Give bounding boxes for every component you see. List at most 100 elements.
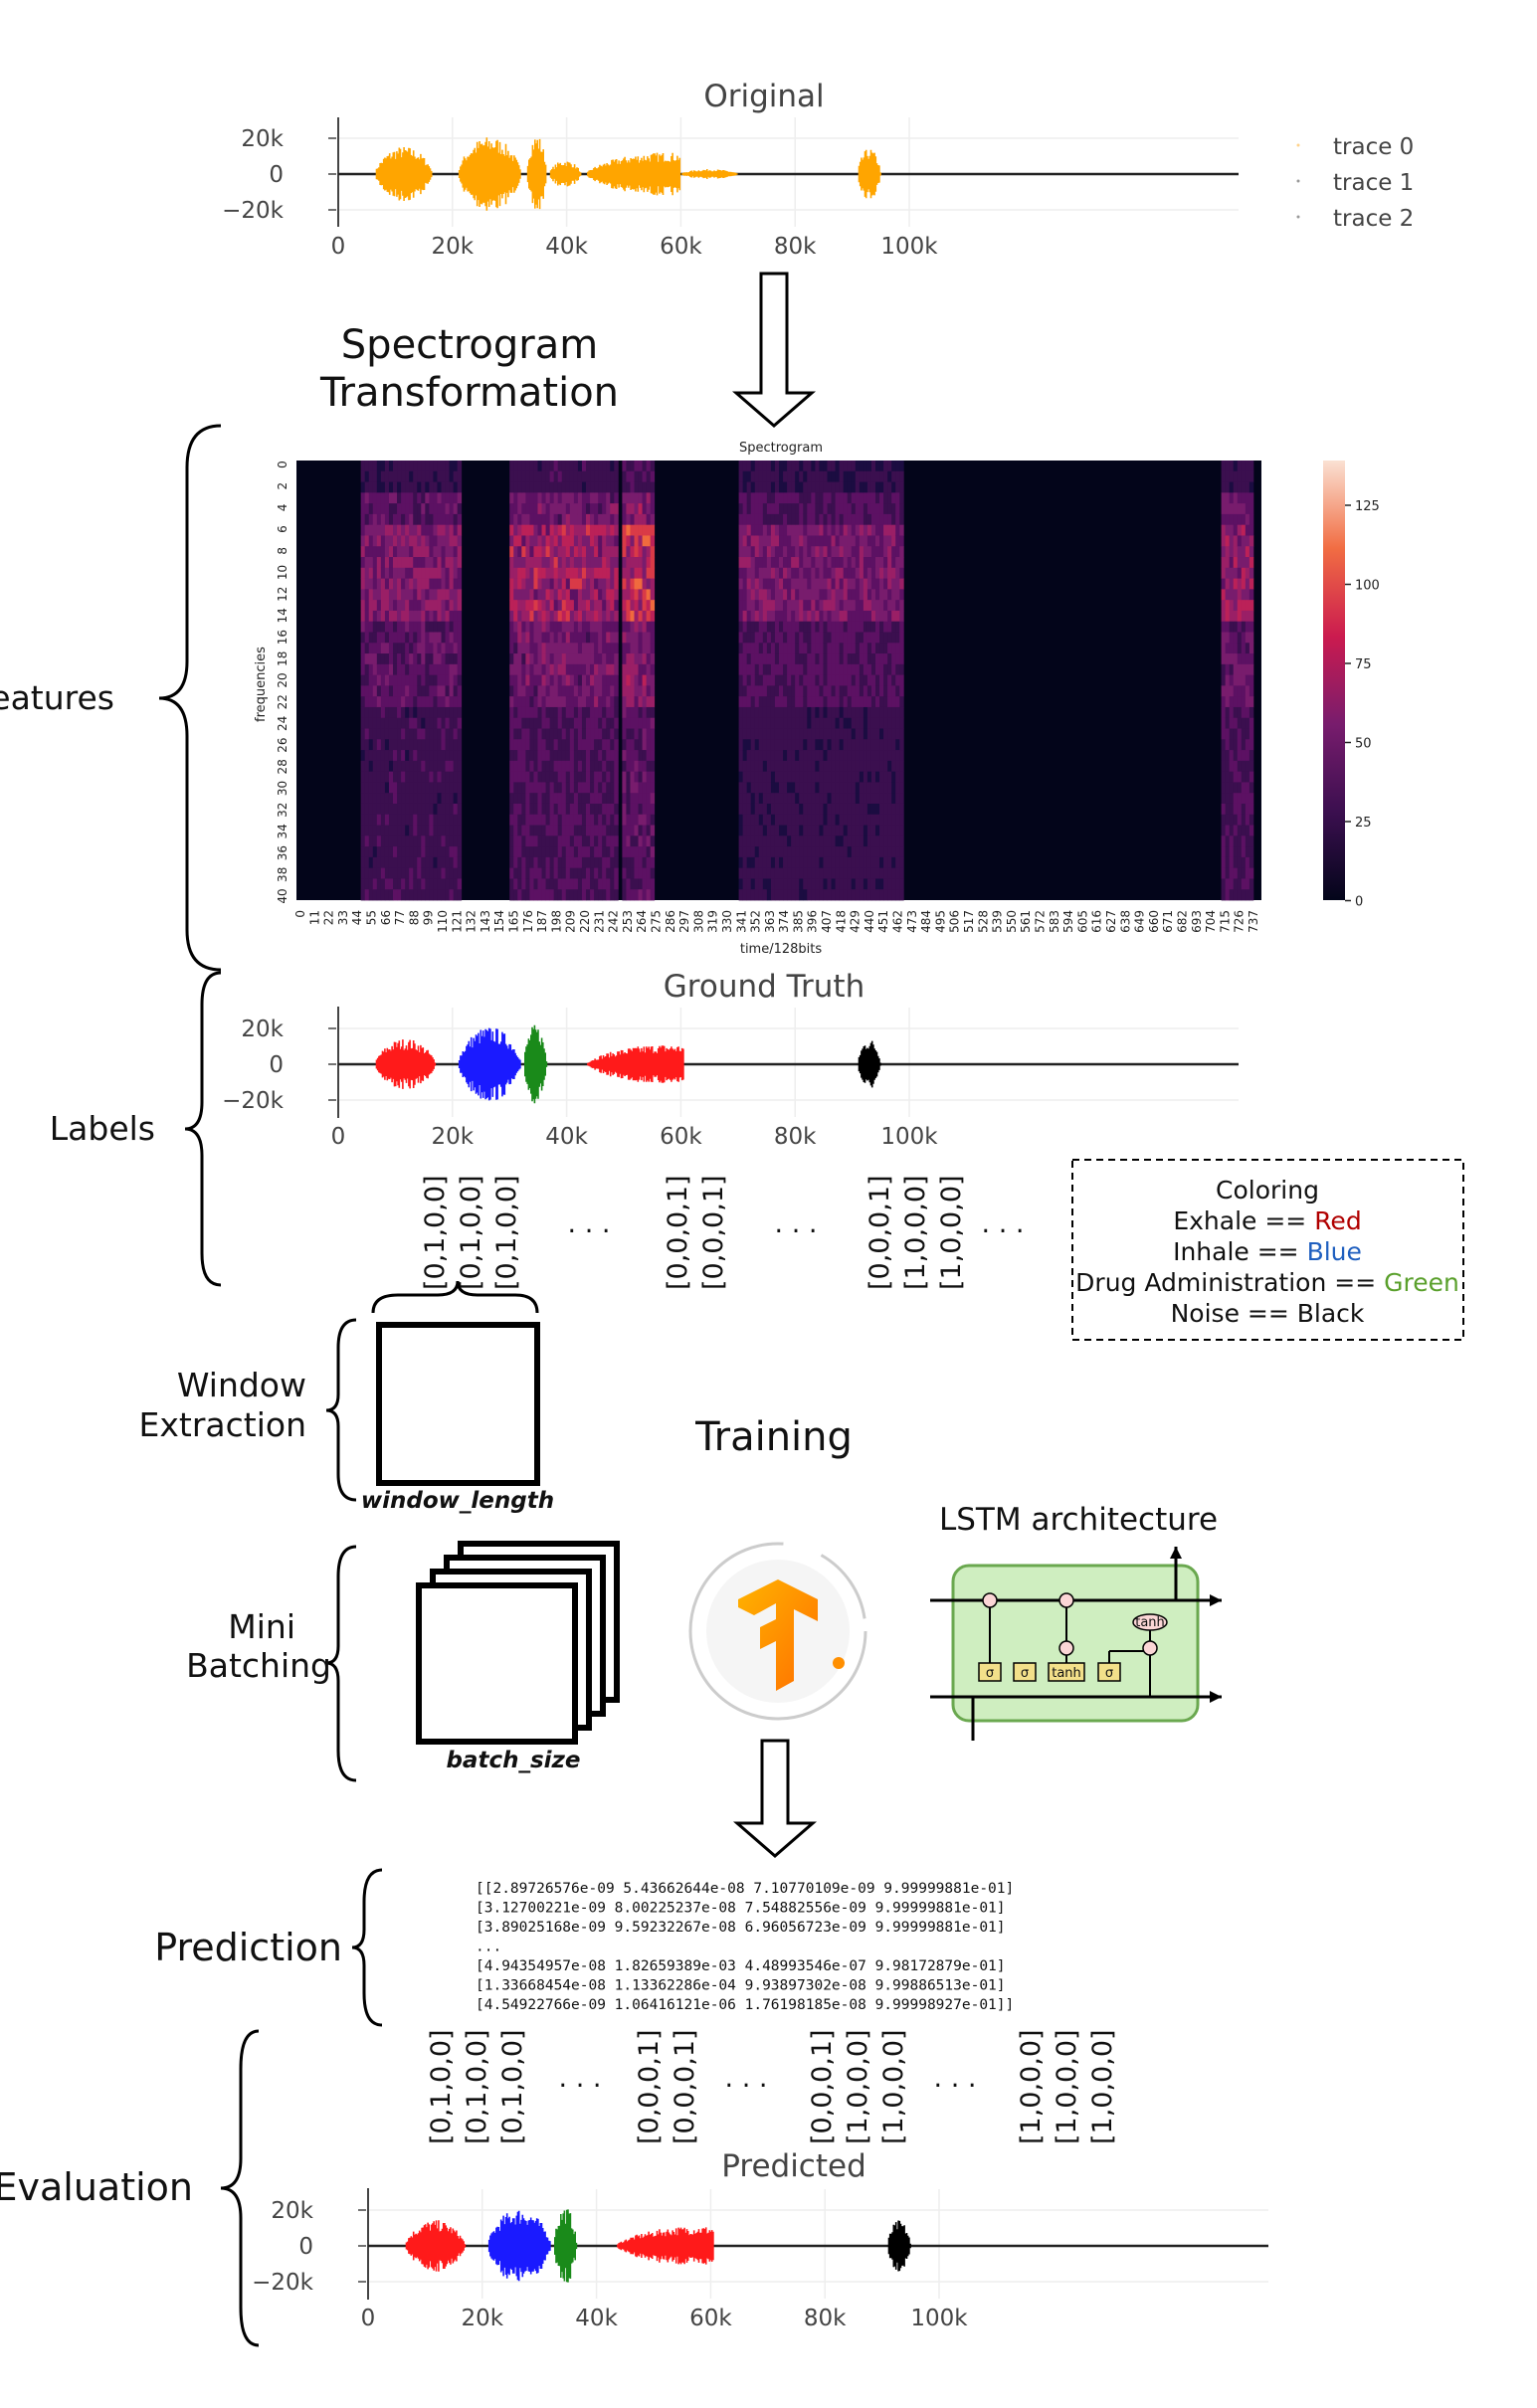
spectrogram-cell bbox=[870, 653, 876, 665]
spectrogram-cell bbox=[549, 621, 555, 633]
spectrogram-cell bbox=[891, 717, 896, 729]
spectrogram-cell bbox=[413, 643, 418, 654]
spectrogram-cell bbox=[1221, 610, 1227, 623]
spectrogram-cell bbox=[1229, 492, 1235, 504]
spectrogram-cell bbox=[758, 814, 764, 826]
spectrogram-cell bbox=[590, 653, 595, 665]
spectrogram-cell bbox=[803, 793, 808, 805]
spectrogram-cell bbox=[754, 685, 760, 697]
spectrogram-cell bbox=[360, 867, 366, 879]
spectrogram-cell bbox=[606, 706, 611, 719]
spectrogram-cell bbox=[1245, 835, 1250, 847]
spectrogram-cell bbox=[758, 760, 764, 773]
spectrogram-cell bbox=[803, 814, 808, 826]
spectrogram-cell bbox=[417, 535, 422, 547]
spectrogram-cell bbox=[879, 760, 884, 773]
spectrogram-cell bbox=[1245, 567, 1250, 579]
spectrogram-cell bbox=[1225, 535, 1231, 547]
spectrogram-cell bbox=[815, 760, 820, 773]
spectrogram-cell bbox=[646, 793, 652, 805]
spectrogram-cell bbox=[1241, 663, 1247, 676]
spectrogram-cell bbox=[1249, 557, 1254, 569]
spectrogram-cell bbox=[642, 492, 648, 504]
spectrogram-cell bbox=[590, 825, 595, 836]
spectrogram-cell bbox=[417, 803, 422, 816]
spectrogram-cell bbox=[762, 513, 768, 526]
spectrogram-cell bbox=[380, 750, 386, 762]
spectrogram-cell bbox=[791, 803, 796, 816]
spectrogram-cell bbox=[742, 653, 748, 665]
spectrogram-cell bbox=[803, 739, 808, 751]
spectrogram-cell bbox=[795, 524, 800, 536]
spectrogram-cell bbox=[859, 803, 865, 816]
spectrogram-cell bbox=[561, 674, 567, 686]
spectrogram-cell bbox=[870, 814, 876, 826]
spectrogram-cell bbox=[573, 643, 579, 654]
spectrogram-cell bbox=[561, 835, 567, 847]
spectrogram-cell bbox=[1237, 663, 1243, 676]
spectrogram-cell bbox=[819, 728, 824, 740]
spectrogram-cell bbox=[360, 771, 366, 783]
spectrogram-cell bbox=[875, 578, 880, 590]
spectrogram-cell bbox=[835, 739, 841, 751]
prediction-row: [3.89025168e-09 9.59232267e-08 6.9605672… bbox=[476, 1920, 1006, 1936]
spectrogram-cell bbox=[368, 674, 374, 686]
spectrogram-cell bbox=[521, 889, 526, 901]
spectrogram-cell bbox=[891, 706, 896, 719]
spectrogram-cell bbox=[859, 481, 865, 493]
spectrogram-cell bbox=[758, 632, 764, 644]
spectrogram-cell bbox=[425, 503, 430, 515]
spectrogram-cell bbox=[1229, 856, 1235, 869]
spectrogram-cell bbox=[799, 461, 804, 472]
spectrogram-cell bbox=[843, 846, 849, 858]
spectrogram-cell bbox=[762, 589, 768, 601]
spectrogram-cell bbox=[1229, 589, 1235, 601]
spectrogram-cell bbox=[1225, 481, 1231, 493]
spectrogram-cell bbox=[541, 567, 546, 579]
spectrogram-cell bbox=[823, 814, 828, 826]
spectrogram-cell bbox=[1225, 503, 1231, 515]
spectrogram-cell bbox=[372, 470, 378, 482]
spectrogram-cell bbox=[413, 589, 418, 601]
spectrogram-cell bbox=[750, 567, 756, 579]
spectrogram-cell bbox=[421, 492, 426, 504]
spectrogram-cell bbox=[847, 867, 853, 879]
spectrogram-cell bbox=[1225, 835, 1231, 847]
spectrogram-cell bbox=[779, 461, 784, 472]
spectrogram-cell bbox=[429, 578, 434, 590]
spectrogram-cell bbox=[742, 803, 748, 816]
spectrogram-cell bbox=[787, 600, 792, 612]
spectrogram-cell bbox=[529, 835, 534, 847]
spectrogram-cell bbox=[614, 578, 619, 590]
spectrogram-cell bbox=[441, 524, 446, 536]
spectrogram-cell bbox=[594, 481, 599, 493]
spectrogram-cell bbox=[376, 717, 382, 729]
spectrogram-cell bbox=[870, 578, 876, 590]
spectrogram-cell bbox=[879, 513, 884, 526]
spectrogram-cell bbox=[638, 793, 643, 805]
spectrogram-cell bbox=[835, 600, 841, 612]
spectrogram-cell bbox=[1249, 610, 1254, 623]
spectrogram-cell bbox=[602, 663, 607, 676]
spectrogram-cell bbox=[851, 846, 857, 858]
spectrogram-cell bbox=[586, 706, 591, 719]
spectrogram-cell bbox=[879, 814, 884, 826]
spectrogram-cell bbox=[384, 492, 390, 504]
spectrogram-cell bbox=[750, 878, 756, 890]
spectrogram-cell bbox=[831, 782, 836, 794]
spectrogram-cell bbox=[401, 706, 406, 719]
spectrogram-cell bbox=[855, 717, 861, 729]
spectrogram-cell bbox=[401, 728, 406, 740]
spectrogram-cell bbox=[835, 503, 841, 515]
spectrogram-cell bbox=[855, 771, 861, 783]
spectrogram-cell bbox=[513, 589, 518, 601]
spectrogram-cell bbox=[413, 814, 418, 826]
spectrogram-cell bbox=[870, 557, 876, 569]
spectrogram-cell bbox=[525, 610, 530, 623]
spectrogram-cell bbox=[1241, 481, 1247, 493]
spectrogram-cell bbox=[376, 513, 382, 526]
spectrogram-x-tick: 407 bbox=[820, 910, 834, 933]
spectrogram-cell bbox=[774, 803, 780, 816]
spectrogram-cell bbox=[376, 793, 382, 805]
spectrogram-cell bbox=[750, 835, 756, 847]
